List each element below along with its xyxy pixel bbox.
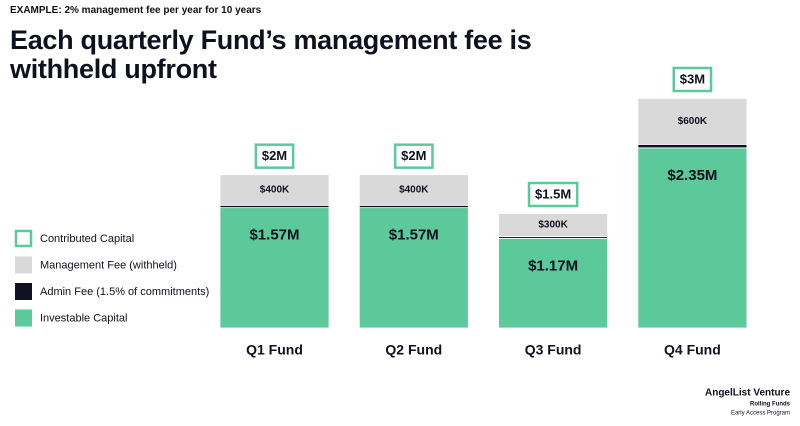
product: Rolling Funds	[750, 402, 791, 408]
value-label: $600K	[678, 116, 708, 127]
total-box	[254, 143, 295, 169]
total-box	[672, 66, 713, 93]
bar-segment	[498, 237, 609, 329]
legend-swatch	[15, 256, 32, 274]
bar-segment	[358, 174, 469, 206]
header: EXAMPLE: 2% management fee per year for …	[10, 5, 262, 16]
x-tick-label: Q3 Fund	[525, 342, 582, 358]
x-tick-label: Q1 Fund	[246, 342, 303, 358]
bar-segment	[637, 143, 748, 149]
bar-segment	[219, 207, 330, 329]
total-box	[393, 143, 434, 169]
legend-label: Management Fee (withheld)	[40, 259, 177, 271]
value-label: $1.57M	[389, 227, 439, 244]
legend-label: Investable Capital	[40, 312, 127, 324]
value-label: $400K	[399, 185, 429, 196]
total-label: $2M	[401, 148, 426, 163]
value-label: $1.17M	[528, 257, 578, 274]
bar-segment	[637, 147, 748, 329]
legend-label: Admin Fee (1.5% of commitments)	[40, 286, 209, 298]
total-label: $2M	[262, 148, 287, 163]
legend-label: Contributed Capital	[40, 233, 134, 245]
total-label: $1.5M	[535, 186, 571, 201]
brand: AngelList Venture	[705, 388, 790, 399]
bar-segment	[637, 97, 748, 145]
legend-swatch	[15, 309, 32, 327]
legend-swatch	[15, 283, 32, 300]
bar-segment	[358, 207, 469, 329]
program: Early Access Program	[731, 411, 790, 417]
value-label: $2.35M	[667, 167, 717, 184]
legend-swatch	[14, 229, 33, 248]
chart-title: Each quarterly Fund’s management fee is …	[10, 25, 532, 84]
value-label: $300K	[538, 220, 568, 231]
value-label: $400K	[260, 185, 290, 196]
value-label: $1.57M	[249, 227, 299, 244]
bar-segment	[219, 174, 330, 206]
total-label: $3M	[680, 71, 705, 86]
x-tick-label: Q4 Fund	[664, 342, 721, 358]
bar-segment	[498, 213, 609, 237]
x-tick-label: Q2 Fund	[385, 342, 442, 358]
total-box	[527, 181, 579, 208]
